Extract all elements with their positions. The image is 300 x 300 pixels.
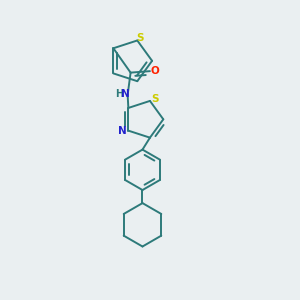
Text: O: O [151, 66, 160, 76]
Text: N: N [118, 126, 127, 136]
Text: S: S [152, 94, 159, 104]
Text: H: H [115, 89, 123, 99]
Text: N: N [121, 89, 130, 99]
Text: S: S [136, 32, 144, 43]
